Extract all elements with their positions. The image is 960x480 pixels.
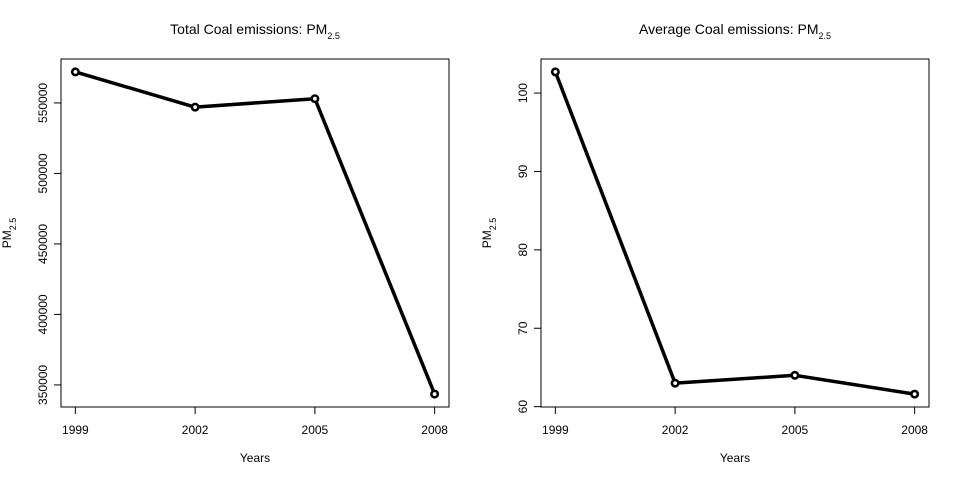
series-line [74,70,437,395]
y-tick-label: 450000 [36,224,50,264]
x-axis-label: Years [240,451,270,465]
data-point [190,102,200,112]
data-point [790,370,800,380]
x-tick-label: 1999 [542,423,569,437]
y-tick-label: 60 [516,400,530,414]
plot-frame [60,58,450,408]
y-tick-label: 80 [516,243,530,257]
y-axis-label: PM2.5 [0,218,18,249]
x-tick-label: 2008 [901,423,928,437]
series-line [553,71,915,396]
y-tick-label: 550000 [36,83,50,123]
y-tick-label: 100 [516,83,530,103]
x-tick-label: 2005 [782,423,809,437]
chart-title-subscript: 2.5 [818,31,831,41]
data-point [910,389,920,399]
data-point [70,67,80,77]
chart-title-main: Total Coal emissions: PM [170,21,327,37]
data-point [550,67,560,77]
x-tick-label: 2008 [421,423,448,437]
data-point [670,378,680,388]
y-axis-label-main: PM [480,230,494,248]
chart-title: Total Coal emissions: PM2.5 [170,21,340,41]
x-tick-label: 2002 [662,423,689,437]
x-tick-label: 2005 [302,423,329,437]
x-tick-label: 1999 [62,423,89,437]
y-axis-label-main: PM [0,230,14,248]
plot-frame [540,58,930,408]
y-axis-label-subscript: 2.5 [488,218,498,231]
chart-title-subscript: 2.5 [327,31,340,41]
chart-title-main: Average Coal emissions: PM [639,21,818,37]
data-point [310,94,320,104]
y-tick-label: 350000 [36,365,50,405]
y-axis-label: PM2.5 [480,218,498,249]
x-axis-label: Years [720,451,750,465]
y-tick-label: 400000 [36,294,50,334]
y-tick-label: 500000 [36,153,50,193]
x-tick-label: 2002 [182,423,209,437]
y-axis-label-subscript: 2.5 [8,218,18,231]
data-point [430,389,440,399]
chart-title: Average Coal emissions: PM2.5 [639,21,831,41]
y-tick-label: 90 [516,164,530,178]
y-tick-label: 70 [516,321,530,335]
